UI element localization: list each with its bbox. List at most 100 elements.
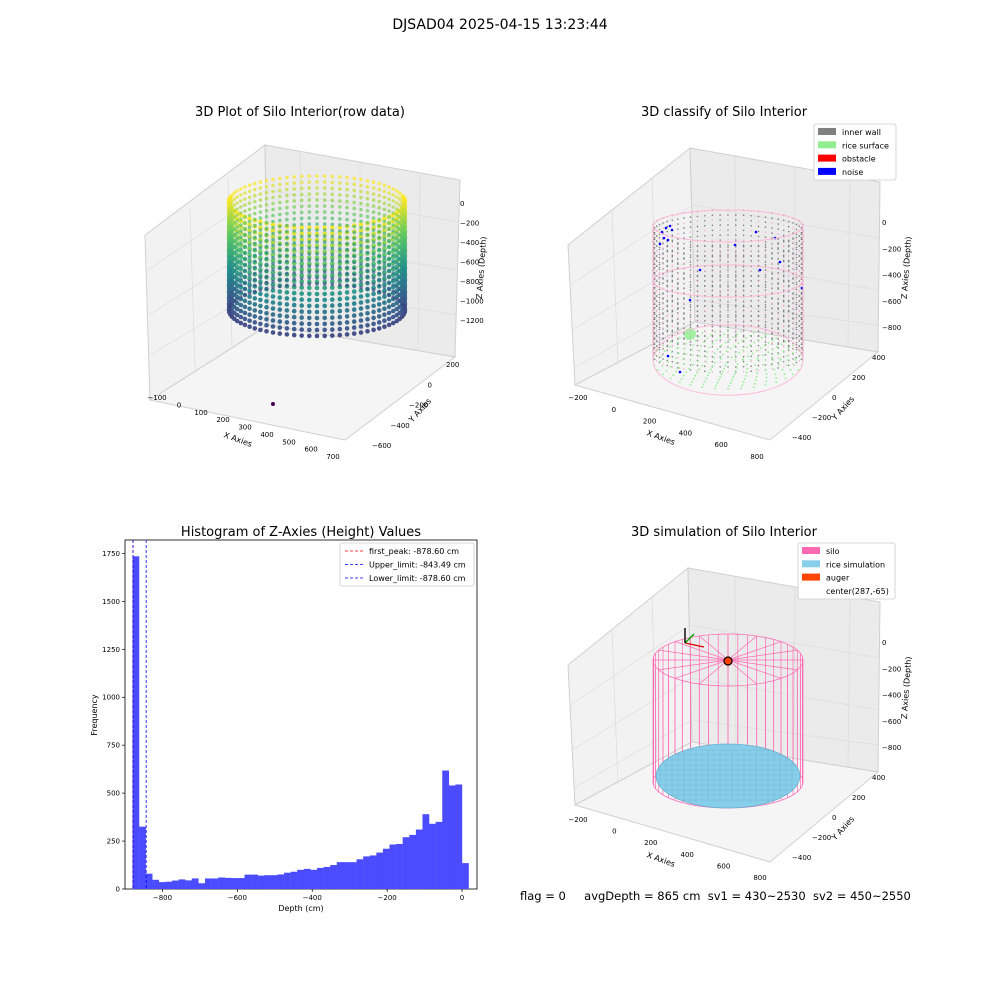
data-point	[278, 242, 282, 247]
data-point	[359, 267, 363, 272]
inner-wall-point	[800, 303, 803, 306]
inner-wall-point	[677, 247, 679, 249]
data-point	[391, 289, 396, 293]
inner-wall-point	[666, 260, 669, 263]
inner-wall-point	[658, 296, 661, 299]
data-point	[402, 305, 408, 311]
data-point	[235, 201, 239, 205]
inner-wall-point	[800, 243, 803, 246]
data-point	[271, 231, 275, 236]
inner-wall-point	[795, 238, 798, 241]
data-point	[322, 327, 328, 333]
data-point	[253, 253, 257, 258]
data-point	[307, 246, 312, 250]
inner-wall-point	[750, 340, 752, 342]
rice-surface-point	[722, 353, 724, 356]
inner-wall-point	[711, 255, 714, 258]
inner-wall-point	[671, 314, 674, 317]
inner-wall-point	[704, 315, 706, 317]
data-point	[278, 278, 282, 283]
data-point	[387, 197, 391, 201]
inner-wall-point	[653, 338, 656, 341]
data-point	[391, 229, 396, 233]
data-point	[338, 271, 342, 275]
inner-wall-point	[782, 295, 785, 298]
data-point	[270, 294, 276, 299]
inner-wall-point	[689, 349, 692, 351]
data-point	[271, 177, 275, 182]
data-point	[397, 197, 402, 201]
rice-surface-point	[734, 359, 737, 361]
inner-wall-point	[771, 317, 773, 319]
inner-wall-point	[771, 342, 773, 344]
inner-wall-point	[711, 249, 714, 252]
data-point	[397, 293, 402, 297]
data-point	[358, 270, 364, 275]
inner-wall-point	[787, 299, 790, 302]
inner-wall-point	[727, 251, 729, 253]
inner-wall-point	[782, 264, 785, 267]
data-point	[365, 293, 370, 298]
grid-line	[689, 624, 880, 659]
data-point	[358, 264, 364, 269]
y-tick-label: 1500	[102, 598, 120, 606]
inner-wall-point	[689, 311, 692, 313]
data-point	[278, 254, 282, 259]
inner-wall-point	[689, 316, 692, 318]
data-point	[397, 239, 402, 243]
inner-wall-point	[787, 235, 790, 238]
data-point	[253, 259, 257, 264]
inner-wall-point	[653, 326, 656, 329]
data-point	[247, 261, 252, 266]
inner-wall-point	[777, 252, 779, 254]
inner-wall-point	[689, 301, 692, 303]
inner-wall-point	[719, 319, 721, 321]
data-point	[230, 271, 234, 276]
inner-wall-point	[696, 349, 699, 352]
inner-wall-point	[764, 314, 767, 316]
data-point	[371, 264, 376, 268]
inner-wall-point	[800, 291, 803, 294]
inner-wall-point	[750, 260, 752, 262]
rice-surface-point	[669, 366, 672, 368]
rice-surface-point	[777, 353, 780, 355]
data-point	[345, 229, 349, 234]
data-point	[338, 175, 342, 179]
rice-surface-point	[694, 374, 697, 377]
inner-wall-point	[735, 341, 737, 343]
inner-wall-point	[742, 345, 745, 348]
data-point	[271, 279, 275, 284]
data-point	[397, 245, 402, 249]
inner-wall-point	[757, 260, 760, 263]
data-point	[382, 261, 387, 266]
inner-wall-point	[771, 227, 773, 229]
data-point	[253, 265, 257, 270]
data-point	[258, 264, 263, 268]
z-tick-labels: 0−200−400−600−800	[882, 639, 901, 752]
data-point	[264, 305, 269, 310]
data-point	[376, 314, 382, 319]
data-point	[344, 314, 350, 319]
data-point	[247, 249, 252, 254]
rice-surface-point	[684, 342, 687, 345]
inner-wall-point	[792, 358, 794, 360]
rice-surface-point	[774, 373, 777, 375]
rice-surface-point	[706, 337, 709, 340]
inner-wall-point	[787, 330, 790, 333]
inner-wall-point	[757, 354, 760, 357]
data-point	[258, 309, 263, 315]
data-point	[377, 205, 382, 210]
data-point	[322, 246, 327, 250]
data-point	[247, 216, 252, 221]
data-point	[299, 315, 305, 320]
inner-wall-point	[735, 291, 737, 293]
data-point	[264, 323, 269, 328]
data-point	[352, 248, 357, 253]
data-point	[358, 246, 364, 251]
inner-wall-point	[666, 284, 669, 287]
inner-wall-point	[677, 318, 679, 320]
data-point	[264, 299, 269, 304]
data-point	[387, 227, 391, 231]
grid-lines	[569, 576, 880, 789]
data-point	[247, 324, 252, 330]
